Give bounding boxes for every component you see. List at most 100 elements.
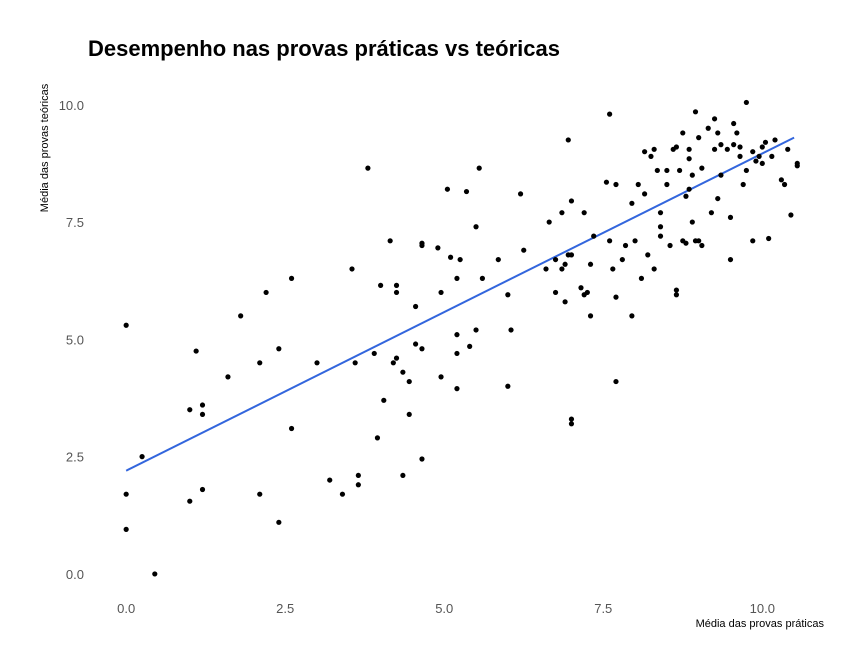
data-point <box>683 193 689 199</box>
data-point <box>715 195 721 202</box>
data-point <box>419 242 425 249</box>
data-point <box>711 116 718 122</box>
data-point <box>435 245 441 251</box>
data-point <box>199 411 206 418</box>
data-point <box>613 294 619 300</box>
data-point <box>718 172 724 178</box>
data-point <box>543 266 549 272</box>
data-point <box>724 146 730 152</box>
data-point <box>568 416 575 422</box>
data-point <box>467 343 473 349</box>
y-axis-ticks: 0.0 2.5 5.0 7.5 10.0 <box>59 98 84 582</box>
data-point <box>393 282 400 288</box>
data-point <box>413 341 419 347</box>
data-point <box>565 137 571 143</box>
data-point <box>552 289 559 296</box>
data-point <box>680 130 686 136</box>
data-point <box>123 526 129 532</box>
data-point <box>664 167 670 174</box>
data-point <box>705 125 711 131</box>
x-axis-ticks: 0.0 2.5 5.0 7.5 10.0 <box>117 601 775 616</box>
data-point <box>123 491 129 497</box>
data-point <box>257 491 263 497</box>
data-point <box>365 165 371 171</box>
trend-line-layer <box>125 136 795 472</box>
data-point <box>276 346 282 352</box>
data-point <box>673 287 680 293</box>
data-point <box>607 111 613 117</box>
data-point <box>508 327 514 333</box>
data-point <box>759 144 765 150</box>
data-point <box>584 289 590 296</box>
data-point <box>387 238 393 244</box>
data-point <box>238 313 244 319</box>
data-point <box>766 235 772 242</box>
data-point <box>463 188 470 195</box>
data-point <box>438 289 444 296</box>
data-point <box>371 350 377 357</box>
data-point <box>743 99 749 106</box>
data-point <box>756 153 762 159</box>
data-point <box>559 266 565 272</box>
data-point <box>708 210 715 216</box>
data-point <box>381 397 387 403</box>
data-point <box>731 142 737 148</box>
data-point <box>711 146 718 152</box>
data-point <box>686 186 692 192</box>
data-point <box>696 238 702 244</box>
data-point <box>517 191 524 197</box>
data-point <box>454 275 460 281</box>
data-point <box>352 360 358 366</box>
data-point <box>699 165 705 171</box>
data-point <box>772 137 778 143</box>
data-point <box>419 346 425 352</box>
data-point <box>505 292 511 298</box>
data-point <box>495 256 501 263</box>
data-point <box>635 181 641 188</box>
data-point <box>657 233 664 239</box>
data-point <box>568 198 575 204</box>
data-point <box>727 256 734 263</box>
data-point <box>613 378 619 385</box>
data-point <box>651 146 657 152</box>
y-tick-label: 7.5 <box>66 215 84 230</box>
data-point <box>454 350 460 357</box>
data-point <box>454 386 460 392</box>
data-point <box>587 313 594 319</box>
data-point <box>199 486 206 493</box>
x-tick-label: 0.0 <box>117 601 135 616</box>
data-point <box>476 165 482 171</box>
data-point <box>390 360 396 366</box>
y-tick-label: 5.0 <box>66 332 84 347</box>
data-point <box>419 456 425 462</box>
data-point <box>740 181 746 188</box>
data-point <box>123 322 129 328</box>
data-point <box>552 256 559 263</box>
data-point <box>355 472 361 479</box>
data-point <box>568 252 575 258</box>
data-point <box>603 179 610 185</box>
data-point <box>374 435 381 441</box>
data-point <box>753 158 759 164</box>
data-point <box>378 282 384 288</box>
data-point <box>444 186 451 192</box>
x-axis-label: Média das provas práticas <box>695 618 824 630</box>
data-point <box>686 146 692 152</box>
data-point <box>479 275 485 281</box>
data-point <box>737 144 743 150</box>
data-point <box>769 153 775 159</box>
data-point <box>673 292 680 298</box>
data-point <box>648 153 654 159</box>
data-point <box>562 261 568 267</box>
data-point <box>139 454 145 460</box>
data-point <box>581 210 587 216</box>
data-point <box>731 120 737 127</box>
data-point <box>638 275 645 281</box>
data-point <box>686 156 692 162</box>
data-point <box>438 374 444 380</box>
data-point <box>657 224 664 230</box>
data-point <box>629 313 635 319</box>
data-point <box>727 214 734 220</box>
